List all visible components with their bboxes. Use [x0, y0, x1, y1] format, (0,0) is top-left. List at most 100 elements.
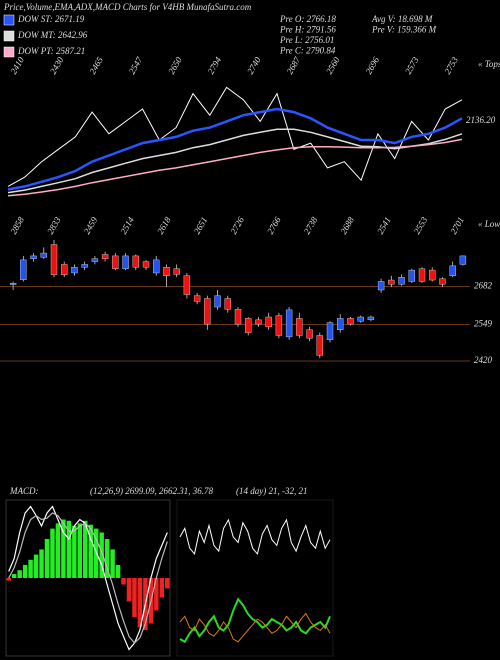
peak-label: 2560: [324, 55, 342, 76]
histogram-bar: [33, 554, 39, 578]
histogram-bar: [17, 570, 22, 578]
histogram-bar: [50, 528, 55, 578]
peak-label: 2618: [155, 215, 173, 236]
peak-label: 2794: [206, 55, 224, 76]
macd-line: [8, 505, 168, 651]
candle-body: [132, 255, 139, 268]
candle-body: [255, 319, 262, 325]
candle-body: [50, 244, 58, 275]
candle-body: [439, 278, 446, 285]
histogram-bar: [66, 520, 72, 578]
histogram-bar: [72, 526, 77, 578]
histogram-bar: [28, 559, 33, 578]
peak-label: 2651: [192, 215, 210, 236]
legend-label: DOW ST: 2671.19: [17, 14, 85, 24]
candle-body: [91, 258, 99, 262]
series-line: [7, 138, 463, 197]
macd-line: [8, 512, 168, 644]
candle-body: [275, 315, 283, 336]
candle-body: [347, 318, 354, 325]
candle-body: [285, 309, 293, 338]
stat: Pre L: 2756.01: [279, 35, 334, 45]
histogram-bar: [165, 578, 170, 589]
histogram-bar: [115, 565, 121, 578]
candle-body: [112, 255, 119, 269]
adx-line: [179, 597, 331, 644]
panel-subtitle: (12,26,9) 2699.09, 2662.31, 36.78: [90, 486, 213, 496]
peak-label: 2701: [448, 215, 466, 236]
candle-body: [40, 252, 47, 258]
peak-label: 2688: [338, 215, 356, 236]
peak-label: 2465: [87, 55, 105, 76]
candle-body: [214, 295, 221, 308]
candle-body: [429, 269, 436, 281]
candle-body: [306, 329, 313, 339]
adx-line: [179, 612, 331, 643]
histogram-bar: [121, 578, 126, 585]
candle-body: [224, 298, 231, 310]
candle-body: [30, 255, 37, 259]
peak-label: 2573: [403, 55, 421, 76]
peak-label: 2430: [48, 55, 66, 76]
candle-body: [296, 318, 303, 336]
peak-label: 2541: [375, 215, 393, 236]
series-line: [7, 86, 463, 187]
legend-swatch: [3, 46, 15, 58]
candle-body: [398, 277, 405, 285]
candle-body: [377, 281, 385, 291]
peak-label: 2650: [166, 55, 184, 76]
y-tick-label: 2549: [474, 318, 493, 328]
candle-body: [337, 318, 344, 330]
peak-label: 2410: [8, 55, 26, 76]
candle-body: [449, 265, 456, 276]
histogram-bar: [11, 574, 17, 578]
peak-label: 2740: [245, 55, 263, 76]
histogram-bar: [104, 539, 110, 578]
peak-label: 2858: [8, 215, 26, 236]
annotation: 2136.20: [466, 115, 496, 125]
adx-line: [179, 518, 331, 556]
legend-label: DOW MT: 2642.96: [17, 30, 88, 40]
candle-body: [163, 267, 170, 276]
histogram-bar: [22, 565, 28, 578]
series-line: [7, 128, 463, 194]
histogram-bar: [154, 578, 159, 611]
peak-label: 2696: [363, 55, 381, 76]
candle-body: [204, 298, 211, 325]
peak-label: 2547: [127, 55, 145, 76]
candle-body: [122, 255, 129, 269]
stat: Pre H: 2791.56: [279, 25, 336, 35]
candle-body: [316, 335, 323, 356]
candle-body: [193, 295, 201, 302]
candle-body: [388, 279, 395, 285]
legend-swatch: [3, 14, 15, 26]
candle-body: [245, 318, 252, 333]
histogram-bar: [110, 549, 115, 578]
histogram-bar: [39, 549, 44, 578]
stat: Pre V: 159.366 M: [371, 25, 437, 35]
candle-body: [265, 316, 272, 328]
peak-label: 2459: [82, 215, 100, 236]
stat: Pre C: 2790.84: [279, 46, 336, 56]
histogram-bar: [6, 578, 11, 581]
histogram-bar: [88, 524, 93, 578]
y-tick-label: 2682: [474, 281, 493, 291]
y-tick-label: 2420: [474, 355, 493, 365]
candle-body: [71, 267, 78, 274]
histogram-bar: [83, 520, 88, 578]
peak-label: 2553: [412, 215, 430, 236]
peak-label: 2514: [118, 215, 136, 236]
peak-label: 2833: [45, 215, 63, 236]
histogram-bar: [159, 578, 165, 598]
candle-body: [173, 268, 180, 275]
series-line: [7, 107, 463, 191]
candle-body: [183, 275, 191, 295]
panel-label: « Tops: [478, 59, 500, 69]
page-title: Price,Volume,EMA,ADX,MACD Charts for V4H…: [3, 2, 252, 12]
candle-body: [418, 268, 426, 282]
histogram-bar: [61, 519, 66, 578]
peak-label: 2753: [442, 55, 460, 76]
candle-body: [234, 309, 242, 325]
candle-body: [367, 316, 375, 321]
